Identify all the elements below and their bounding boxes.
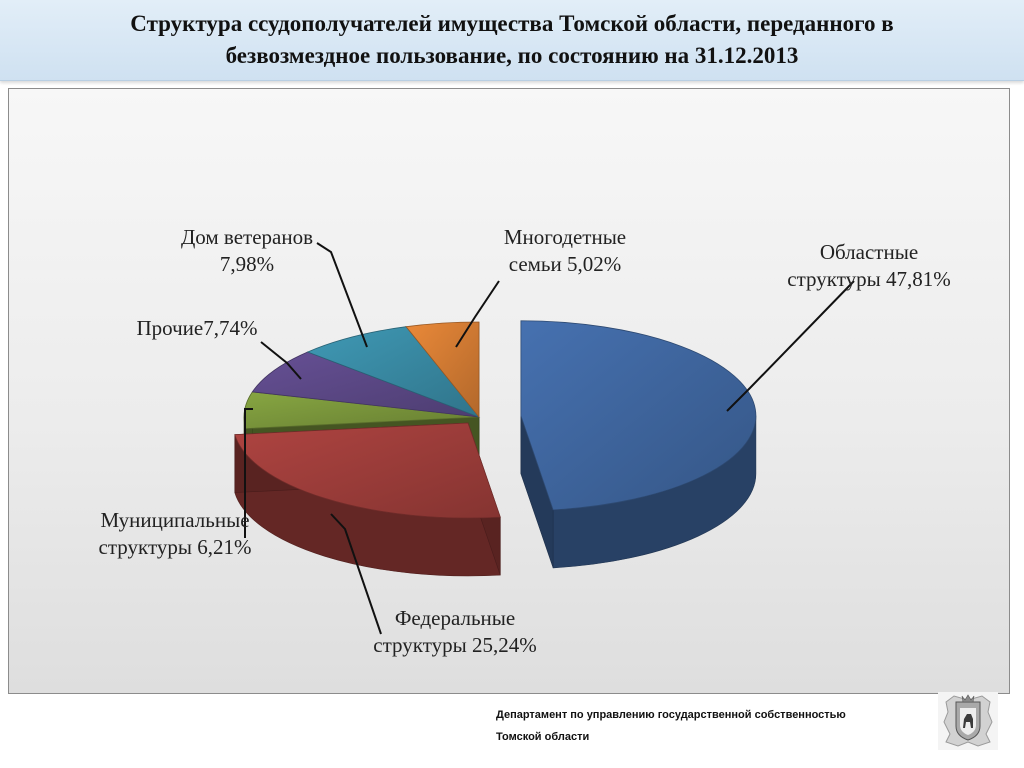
- slice-label-1-line2: структуры 25,24%: [373, 633, 536, 657]
- pie-slice-0: [520, 320, 757, 511]
- leader-line-5: [455, 280, 500, 348]
- slice-label-0-line1: Областные: [820, 240, 918, 264]
- page-title: Структура ссудополучателей имущества Том…: [20, 8, 1004, 72]
- pie-chart: Областные структуры 47,81% Федеральные стру…: [99, 225, 951, 657]
- slice-label-1-line1: Федеральные: [395, 606, 515, 630]
- title-line-1: Структура ссудополучателей имущества Том…: [130, 11, 894, 36]
- slice-label-2-line2: структуры 6,21%: [99, 535, 252, 559]
- chart-frame: Областные структуры 47,81% Федеральные стру…: [8, 88, 1010, 694]
- leader-line-0: [726, 280, 855, 412]
- slice-label-0-line2: структуры 47,81%: [787, 267, 950, 291]
- slice-label-3-line1: Прочие7,74%: [137, 316, 258, 340]
- slice-label-4-line2: 7,98%: [220, 252, 274, 276]
- pie-slice-4: [306, 326, 481, 418]
- title-bar: Структура ссудополучателей имущества Том…: [0, 0, 1024, 81]
- slice-label-4-line1: Дом ветеранов: [181, 225, 313, 249]
- tomsk-coat-of-arms-icon: [938, 692, 998, 750]
- footer-department-line-2: Томской области: [496, 731, 590, 743]
- slice-label-2-line1: Муниципальные: [100, 508, 249, 532]
- footer-department-line-1: Департамент по управлению государственно…: [496, 709, 846, 721]
- slice-label-5-line1: Многодетные: [504, 225, 626, 249]
- leader-line-2: [244, 408, 253, 538]
- slice-label-5-line2: семьи 5,02%: [509, 252, 622, 276]
- leader-line-4: [316, 242, 368, 348]
- pie-slice-5: [405, 321, 480, 419]
- leader-line-3: [260, 341, 302, 380]
- leader-line-1: [330, 513, 382, 635]
- title-line-2: безвозмездное пользование, по состоянию …: [225, 43, 799, 68]
- pie-slice-3: [251, 351, 480, 418]
